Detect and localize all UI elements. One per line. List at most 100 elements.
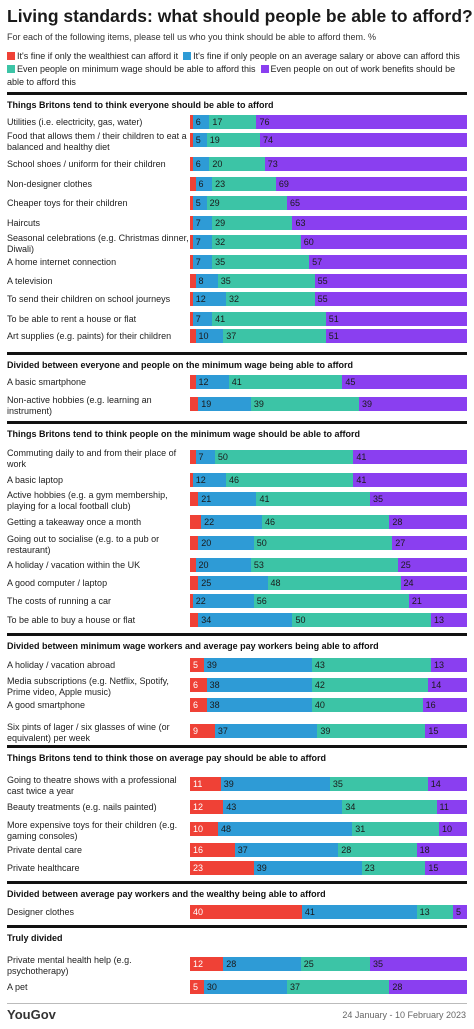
data-label: 37 <box>289 982 300 992</box>
data-label: 32 <box>215 237 226 247</box>
bar-row: 7 35 57 <box>190 255 467 269</box>
data-label: 41 <box>259 494 270 504</box>
data-label: 16 <box>425 700 436 710</box>
data-label: 18 <box>419 845 430 855</box>
bar-segment-blue: 7 <box>192 235 213 249</box>
data-label: 76 <box>259 117 270 127</box>
bar-segment-blue: 5 <box>192 196 207 210</box>
data-label: 48 <box>220 824 231 834</box>
data-label: 41 <box>356 475 367 485</box>
row-label: A holiday / vacation abroad <box>7 659 116 670</box>
bar-row: 5 29 65 <box>190 196 467 210</box>
bar-segment-red <box>190 115 193 129</box>
data-label: 51 <box>328 314 339 324</box>
bar-segment-purple: 15 <box>425 724 467 738</box>
bar-segment-purple: 16 <box>422 698 467 712</box>
bar-segment-purple: 63 <box>292 216 467 230</box>
data-label: 50 <box>256 538 267 548</box>
data-label: 60 <box>303 237 314 247</box>
data-label: 41 <box>304 907 315 917</box>
data-label: 28 <box>341 845 352 855</box>
bar-segment-blue: 41 <box>301 905 417 919</box>
bar-segment-red <box>190 492 199 506</box>
row-label: Media subscriptions (e.g. Netflix, Spoti… <box>7 676 169 697</box>
bar-segment-blue: 7 <box>192 312 213 326</box>
bar-segment-red <box>190 329 196 343</box>
bar-segment-purple: 60 <box>300 235 467 249</box>
data-label: 12 <box>195 294 206 304</box>
data-label: 37 <box>217 726 228 736</box>
data-label: 50 <box>295 615 306 625</box>
bar-segment-red <box>190 133 193 147</box>
data-label: 10 <box>442 824 453 834</box>
bar-segment-purple: 76 <box>256 115 467 129</box>
row-label: Haircuts <box>7 217 41 228</box>
data-label: 34 <box>201 615 212 625</box>
bar-segment-red <box>190 613 199 627</box>
section-title: Things Britons tend to think people on t… <box>7 429 361 439</box>
bar-row: 22 46 28 <box>190 515 467 529</box>
legend-item-benefits: Even people on out of work benefits shou… <box>7 64 455 87</box>
bar-row: 12 28 25 35 <box>190 957 467 971</box>
bar-segment-blue: 12 <box>192 292 226 306</box>
section-title: Things Britons tend to think everyone sh… <box>7 100 274 110</box>
data-label: 43 <box>314 660 325 670</box>
legend-item-average: It's fine if only people on an average s… <box>183 51 460 61</box>
bar-segment-red <box>190 397 199 411</box>
bar-segment-green: 48 <box>267 576 401 590</box>
legend-swatch <box>7 52 15 60</box>
bar-segment-purple: 14 <box>428 678 467 692</box>
bar-segment-blue: 20 <box>195 558 251 572</box>
data-label: 29 <box>215 218 226 228</box>
data-label: 63 <box>295 218 306 228</box>
bar-segment-red <box>190 450 196 464</box>
bar-segment-red <box>190 177 196 191</box>
bar-segment-red <box>190 255 193 269</box>
bar-segment-purple: 13 <box>430 613 467 627</box>
bar-segment-green: 28 <box>338 843 417 857</box>
legend-item-wealthiest: It's fine if only the wealthiest can aff… <box>7 51 178 61</box>
bar-row: 10 48 31 10 <box>190 822 467 836</box>
data-label: 20 <box>201 538 212 548</box>
legend-item-minimum-wage: Even people on minimum wage should be ab… <box>7 64 255 74</box>
section-title: Truly divided <box>7 933 63 943</box>
section-divider <box>7 745 467 748</box>
legend-swatch <box>7 65 15 73</box>
bar-segment-red <box>190 473 193 487</box>
data-label: 5 <box>193 660 199 670</box>
bar-segment-purple: 51 <box>325 312 467 326</box>
bar-segment-red <box>190 157 193 171</box>
data-label: 39 <box>253 399 264 409</box>
data-label: 23 <box>193 863 204 873</box>
bar-segment-green: 39 <box>250 397 359 411</box>
data-label: 53 <box>253 560 264 570</box>
bar-row: 5 30 37 28 <box>190 980 467 994</box>
legend-label: Even people on out of work benefits shou… <box>7 64 456 87</box>
data-label: 5 <box>195 198 201 208</box>
bar-row: 9 37 39 15 <box>190 724 467 738</box>
row-label: Private mental health help (e.g. psychot… <box>7 955 132 976</box>
bar-segment-green: 19 <box>206 133 260 147</box>
data-label: 39 <box>206 660 217 670</box>
bar-segment-purple: 27 <box>392 536 467 550</box>
bar-segment-green: 32 <box>212 235 301 249</box>
bar-segment-blue: 21 <box>198 492 257 506</box>
bar-row: 6 17 76 <box>190 115 467 129</box>
row-label: Getting a takeaway once a month <box>7 516 142 527</box>
bar-segment-red <box>190 594 193 608</box>
data-label: 35 <box>220 276 231 286</box>
bar-segment-purple: 35 <box>370 492 467 506</box>
bar-segment-green: 20 <box>209 157 265 171</box>
row-label: Seasonal celebrations (e.g. Christmas di… <box>7 233 189 254</box>
bar-segment-green: 23 <box>361 861 426 875</box>
bar-row: 11 39 35 14 <box>190 777 467 791</box>
bar-row: 12 46 41 <box>190 473 467 487</box>
data-label: 17 <box>212 117 223 127</box>
section-title: Divided between everyone and people on t… <box>7 360 354 370</box>
bar-segment-blue: 7 <box>192 216 213 230</box>
bar-segment-blue: 22 <box>192 594 254 608</box>
row-label: Cheaper toys for their children <box>7 197 128 208</box>
bar-segment-green: 31 <box>352 822 439 836</box>
data-label: 51 <box>328 331 339 341</box>
bar-segment-purple: 28 <box>389 515 467 529</box>
